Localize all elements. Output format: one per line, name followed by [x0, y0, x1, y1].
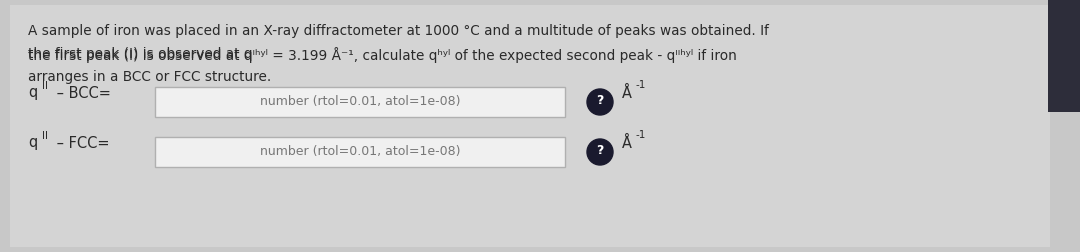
Text: Å: Å [622, 136, 632, 150]
Bar [1048, 0, 1080, 112]
Text: -1: -1 [636, 80, 646, 90]
FancyBboxPatch shape [156, 87, 565, 117]
Text: number (rtol=0.01, atol=1e-08): number (rtol=0.01, atol=1e-08) [260, 94, 460, 108]
Text: q: q [28, 136, 37, 150]
Text: arranges in a BCC or FCC structure.: arranges in a BCC or FCC structure. [28, 70, 271, 84]
Text: the first peak (I) is observed at q: the first peak (I) is observed at q [28, 47, 253, 61]
FancyBboxPatch shape [156, 137, 565, 167]
Text: number (rtol=0.01, atol=1e-08): number (rtol=0.01, atol=1e-08) [260, 144, 460, 158]
Text: ?: ? [596, 94, 604, 108]
Text: II: II [42, 131, 48, 141]
Text: II: II [42, 81, 48, 91]
Text: – BCC=: – BCC= [52, 85, 111, 101]
Text: – FCC=: – FCC= [52, 136, 109, 150]
FancyBboxPatch shape [10, 5, 1050, 247]
Circle shape [588, 89, 613, 115]
Text: the first peak (I) is observed at qᴵʰʸˡ = 3.199 Å⁻¹, calculate qʰʸˡ of the expec: the first peak (I) is observed at qᴵʰʸˡ … [28, 47, 737, 63]
Text: A sample of iron was placed in an X-ray diffractometer at 1000 °C and a multitud: A sample of iron was placed in an X-ray … [28, 24, 769, 38]
Text: q: q [28, 85, 37, 101]
Circle shape [588, 139, 613, 165]
Text: ?: ? [596, 144, 604, 158]
Text: Å: Å [622, 85, 632, 101]
Text: -1: -1 [636, 130, 646, 140]
